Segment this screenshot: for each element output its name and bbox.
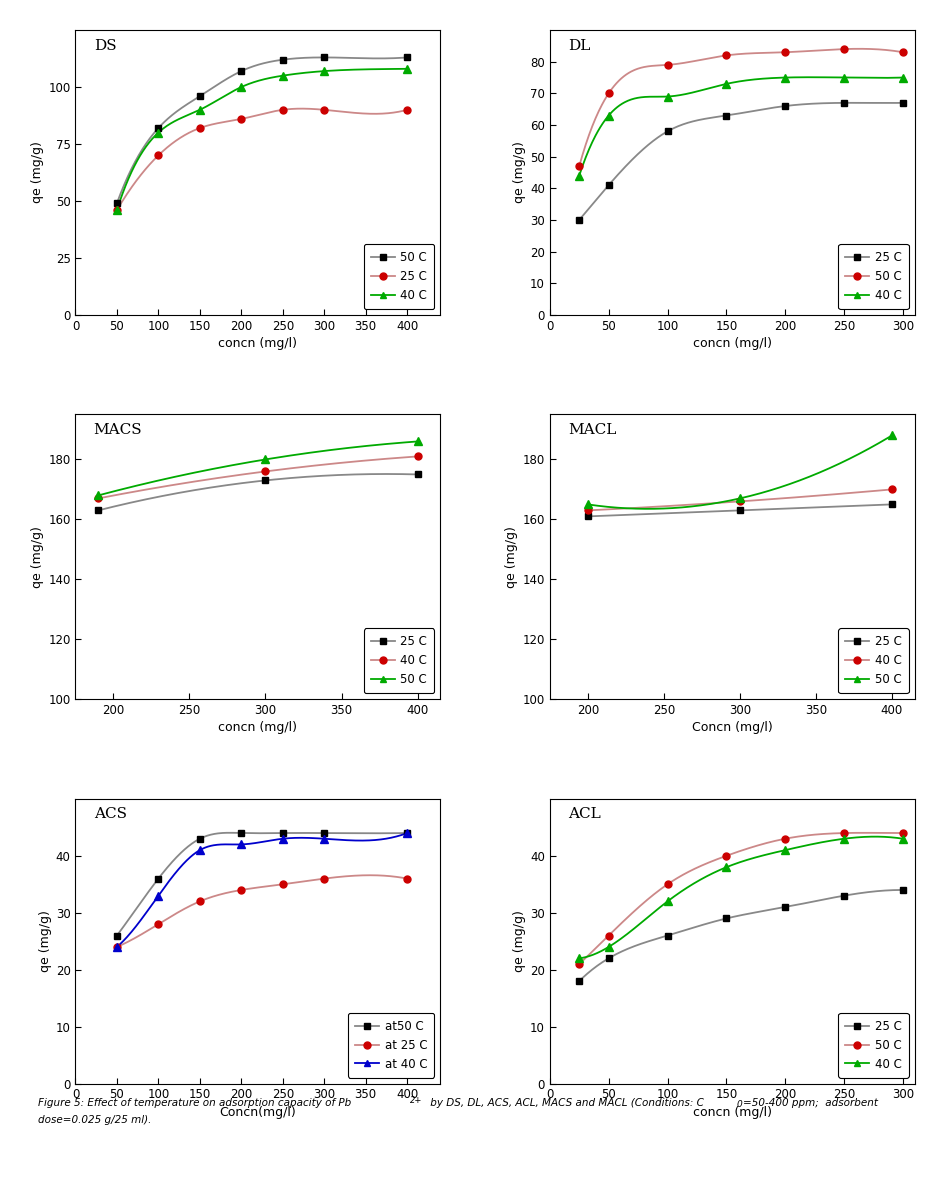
Text: ACS: ACS	[93, 808, 126, 821]
Legend: 25 C, 50 C, 40 C: 25 C, 50 C, 40 C	[838, 244, 909, 309]
Legend: at50 C, at 25 C, at 40 C: at50 C, at 25 C, at 40 C	[348, 1013, 435, 1078]
X-axis label: Concn (mg/l): Concn (mg/l)	[692, 721, 772, 734]
Y-axis label: qe (mg/g): qe (mg/g)	[513, 910, 526, 972]
Text: =50-400 ppm;  adsorbent: =50-400 ppm; adsorbent	[743, 1098, 878, 1108]
Text: ACL: ACL	[568, 808, 601, 821]
X-axis label: concn (mg/l): concn (mg/l)	[219, 337, 297, 350]
Text: Figure 5: Effect of temperature on adsorption capacity of Pb: Figure 5: Effect of temperature on adsor…	[38, 1098, 351, 1108]
Text: 0: 0	[736, 1100, 742, 1109]
Legend: 25 C, 40 C, 50 C: 25 C, 40 C, 50 C	[364, 628, 435, 694]
Y-axis label: qe (mg/g): qe (mg/g)	[513, 142, 526, 203]
Text: DS: DS	[93, 39, 116, 53]
X-axis label: concn (mg/l): concn (mg/l)	[693, 337, 771, 350]
Text: DL: DL	[568, 39, 590, 53]
X-axis label: Concn(mg/l): Concn(mg/l)	[220, 1105, 296, 1119]
X-axis label: concn (mg/l): concn (mg/l)	[693, 1105, 771, 1119]
Legend: 50 C, 25 C, 40 C: 50 C, 25 C, 40 C	[364, 244, 435, 309]
X-axis label: concn (mg/l): concn (mg/l)	[219, 721, 297, 734]
Text: 2+: 2+	[410, 1096, 422, 1104]
Legend: 25 C, 40 C, 50 C: 25 C, 40 C, 50 C	[838, 628, 909, 694]
Text: dose=0.025 g/25 ml).: dose=0.025 g/25 ml).	[38, 1115, 151, 1125]
Y-axis label: qe (mg/g): qe (mg/g)	[31, 142, 44, 203]
Text: MACS: MACS	[93, 423, 142, 437]
Text: MACL: MACL	[568, 423, 617, 437]
Text: by DS, DL, ACS, ACL, MACS and MACL (Conditions: C: by DS, DL, ACS, ACL, MACS and MACL (Cond…	[427, 1098, 704, 1108]
Y-axis label: qe (mg/g): qe (mg/g)	[31, 526, 44, 588]
Legend: 25 C, 50 C, 40 C: 25 C, 50 C, 40 C	[838, 1013, 909, 1078]
Y-axis label: qe (mg/g): qe (mg/g)	[39, 910, 52, 972]
Y-axis label: qe (mg/g): qe (mg/g)	[505, 526, 519, 588]
